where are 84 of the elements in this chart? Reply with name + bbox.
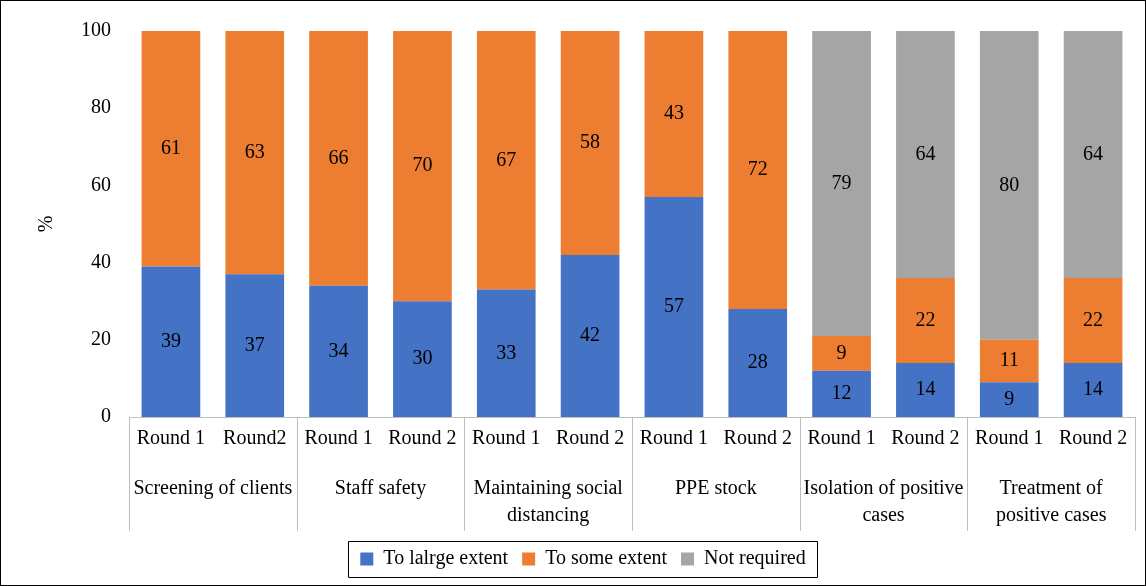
text: Isolation of positive cases: [803, 476, 964, 526]
bar: [476, 289, 536, 417]
bar: [644, 196, 704, 417]
x-tick-label: Round 1: [975, 426, 1044, 449]
bar: [141, 31, 201, 267]
data-label: 66: [328, 145, 349, 168]
legend-label: Not required: [704, 546, 806, 570]
data-label: 34: [328, 338, 349, 361]
bar: [979, 339, 1039, 383]
bar: [309, 285, 368, 417]
bar: [728, 31, 788, 309]
data-label: 30: [412, 346, 433, 369]
y-tick-label: 80: [91, 95, 111, 118]
data-label: 42: [580, 323, 601, 346]
bar: [896, 278, 955, 363]
legend-label: To lalrge extent: [383, 546, 509, 570]
data-label: 33: [496, 340, 517, 363]
data-label: 14: [1083, 377, 1104, 400]
text: PPE stock: [674, 476, 757, 499]
y-axis-title: %: [34, 215, 57, 233]
data-label: 72: [747, 157, 768, 180]
y-tick-label: 60: [91, 172, 111, 195]
bar: [393, 31, 452, 302]
bar: [812, 31, 871, 336]
x-tick-label: Round 1: [304, 426, 373, 449]
data-label: 70: [412, 153, 433, 176]
bar: [728, 308, 788, 417]
bar: [644, 31, 704, 197]
bar: [1063, 362, 1123, 417]
data-label: 11: [999, 348, 1019, 371]
text: Treatment of positive cases: [995, 476, 1107, 527]
x-tick-label: Round 2: [891, 426, 960, 449]
data-label: 9: [1004, 386, 1015, 409]
legend-label: To some extent: [545, 546, 668, 569]
bar: [1063, 278, 1123, 363]
y-tick-label: 20: [91, 327, 111, 350]
text: Staff safety: [334, 476, 427, 500]
text: Maintaining social distancing: [473, 476, 624, 527]
bar: [896, 31, 955, 279]
data-label: 79: [831, 170, 852, 193]
x-tick-label: Round 2: [555, 426, 625, 449]
data-label: 67: [496, 147, 517, 170]
data-label: 63: [244, 139, 265, 162]
bar: [896, 362, 955, 417]
x-tick-label: Round2: [223, 426, 287, 449]
x-tick-label: Round 1: [807, 426, 876, 449]
bar: [141, 266, 201, 417]
data-label: 58: [580, 130, 601, 153]
bar: [225, 31, 285, 275]
x-tick-label: Round 2: [1058, 426, 1128, 449]
y-tick-label: 0: [101, 404, 111, 427]
data-label: 14: [915, 377, 936, 400]
text: Screening of clients: [133, 476, 293, 500]
bar: [560, 31, 620, 255]
x-tick-label: Round 1: [136, 426, 206, 449]
bar: [476, 31, 536, 290]
data-label: 57: [663, 294, 684, 317]
data-label: 39: [160, 328, 181, 351]
y-tick-label: 100: [81, 18, 111, 41]
bar: [979, 31, 1039, 340]
x-tick-label: Round 2: [723, 426, 792, 449]
data-label: 80: [999, 172, 1020, 195]
data-label: 64: [1083, 141, 1104, 164]
bar: [1063, 31, 1123, 279]
bar: [225, 274, 285, 417]
data-label: 61: [160, 135, 181, 158]
bar: [979, 382, 1039, 417]
data-label: 28: [747, 350, 768, 373]
x-tick-label: Round 1: [639, 426, 709, 449]
bar: [560, 254, 620, 417]
data-label: 64: [915, 141, 936, 164]
bar: [812, 370, 871, 417]
data-label: 43: [663, 101, 684, 124]
data-label: 37: [244, 332, 265, 355]
data-label: 22: [1083, 307, 1104, 330]
bar: [393, 301, 452, 417]
data-label: 9: [836, 340, 847, 363]
x-tick-label: Round 1: [472, 426, 541, 449]
bar: [812, 335, 871, 371]
bar: [309, 31, 368, 286]
x-tick-label: Round 2: [388, 426, 457, 449]
data-label: 22: [915, 307, 936, 330]
y-tick-label: 40: [91, 249, 111, 272]
data-label: 12: [831, 381, 852, 404]
